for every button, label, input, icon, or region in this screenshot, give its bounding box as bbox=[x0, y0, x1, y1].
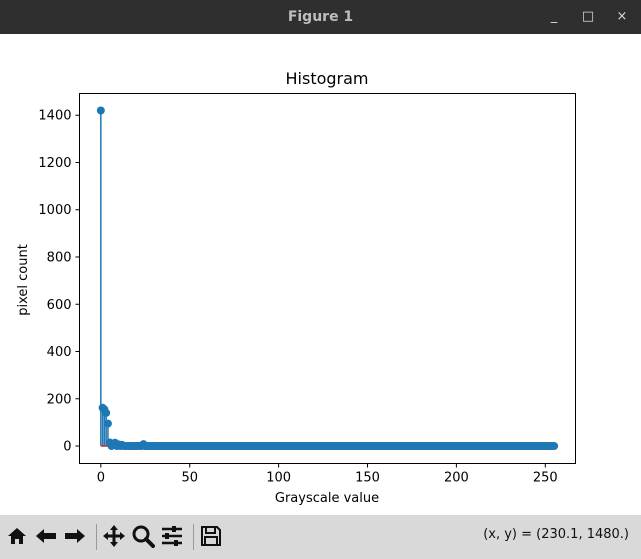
toolbar-separator bbox=[96, 524, 97, 550]
zoom-icon[interactable] bbox=[130, 523, 156, 549]
maximize-button[interactable]: □ bbox=[581, 9, 595, 24]
chart-title: Histogram bbox=[286, 69, 369, 88]
save-icon[interactable] bbox=[198, 523, 224, 549]
window-titlebar: Figure 1 _ □ × bbox=[0, 0, 641, 34]
minimize-button[interactable]: _ bbox=[550, 9, 558, 24]
x-tick-label: 250 bbox=[533, 471, 558, 486]
figure-canvas[interactable]: Histogram Grayscale value pixel count 0 5… bbox=[0, 34, 641, 515]
axes-frame bbox=[79, 93, 576, 464]
x-tick-label: 200 bbox=[444, 471, 469, 486]
toolbar-separator bbox=[193, 524, 194, 550]
navigation-toolbar: (x, y) = (230.1, 1480.) bbox=[0, 515, 641, 559]
stem-marker bbox=[550, 442, 559, 451]
cursor-coordinates: (x, y) = (230.1, 1480.) bbox=[483, 527, 629, 542]
stem-marker bbox=[102, 408, 111, 417]
y-axis-label: pixel count bbox=[16, 244, 31, 316]
home-icon[interactable] bbox=[4, 523, 30, 549]
x-axis-label: Grayscale value bbox=[275, 491, 379, 506]
window-title: Figure 1 bbox=[287, 9, 354, 25]
plot-layer: 0 50 100 150 200 250 0 200 400 600 800 1000 1200 1400 bbox=[38, 106, 559, 486]
x-tick-label: 50 bbox=[181, 471, 198, 486]
x-tick-label: 150 bbox=[355, 471, 380, 486]
y-tick-label: 400 bbox=[47, 345, 72, 360]
histogram-chart: Histogram Grayscale value pixel count 0 5… bbox=[16, 69, 576, 506]
pan-icon[interactable] bbox=[101, 523, 127, 549]
y-tick-label: 1000 bbox=[38, 203, 71, 218]
configure-subplots-icon[interactable] bbox=[159, 523, 185, 549]
stem-marker bbox=[103, 419, 112, 428]
x-tick-label: 0 bbox=[97, 471, 105, 486]
back-arrow-icon[interactable] bbox=[33, 523, 59, 549]
y-tick-label: 800 bbox=[47, 250, 72, 265]
close-button[interactable]: × bbox=[616, 9, 628, 24]
x-tick-label: 100 bbox=[266, 471, 291, 486]
stem-marker bbox=[96, 106, 105, 115]
y-tick-label: 200 bbox=[47, 392, 72, 407]
y-tick-label: 1400 bbox=[38, 109, 71, 124]
forward-arrow-icon[interactable] bbox=[62, 523, 88, 549]
y-tick-label: 0 bbox=[63, 440, 71, 455]
y-tick-label: 600 bbox=[47, 298, 72, 313]
y-tick-label: 1200 bbox=[38, 156, 71, 171]
